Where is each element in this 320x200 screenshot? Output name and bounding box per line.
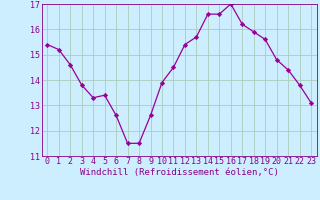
X-axis label: Windchill (Refroidissement éolien,°C): Windchill (Refroidissement éolien,°C)	[80, 168, 279, 177]
